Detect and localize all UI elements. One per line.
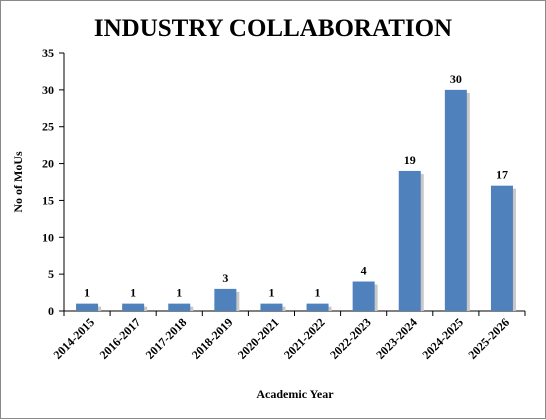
y-tick-label: 30: [42, 83, 54, 97]
y-tick-label: 35: [42, 46, 54, 60]
data-label: 4: [361, 264, 367, 278]
y-tick-label: 10: [42, 230, 54, 244]
bar: [122, 303, 145, 311]
y-tick-label: 25: [42, 120, 54, 134]
x-tick-label: 2014-2015: [51, 315, 98, 362]
data-label: 19: [404, 153, 416, 167]
data-label: 17: [496, 168, 508, 182]
y-tick-label: 0: [48, 304, 54, 318]
bar: [490, 185, 513, 311]
data-label: 1: [315, 286, 321, 300]
chart-title: INDUSTRY COLLABORATION: [94, 15, 452, 42]
bar: [260, 303, 283, 311]
bar: [76, 303, 99, 311]
data-label: 3: [222, 271, 228, 285]
y-tick-label: 5: [48, 267, 54, 281]
bar: [306, 303, 329, 311]
data-label: 1: [84, 286, 90, 300]
plot-area: 0 5 10 15 20 25 30 35 1 2014-2015 1 2016-2017 1 2017-…: [42, 46, 526, 362]
data-label: 1: [176, 286, 182, 300]
y-tick-label: 20: [42, 157, 54, 171]
bar: [444, 89, 467, 311]
x-tick-label: 2016-2017: [97, 315, 144, 362]
bar: [352, 281, 375, 311]
x-tick-label: 2025-2026: [465, 315, 512, 362]
data-label: 1: [268, 286, 274, 300]
x-axis-label: Academic Year: [256, 387, 334, 401]
x-tick-label: 2020-2021: [235, 315, 282, 362]
y-axis-label: No of MoUs: [11, 151, 25, 213]
data-label: 30: [450, 72, 462, 86]
y-tick-label: 15: [42, 193, 54, 207]
x-tick-label: 2024-2025: [419, 315, 466, 362]
bar: [398, 170, 421, 311]
x-tick-label: 2023-2024: [373, 315, 420, 362]
x-tick-label: 2021-2022: [281, 315, 328, 362]
data-label: 1: [130, 286, 136, 300]
bar: [168, 303, 191, 311]
x-tick-label: 2018-2019: [189, 315, 236, 362]
bar: [214, 288, 237, 311]
x-tick-label: 2022-2023: [327, 315, 374, 362]
x-tick-label: 2017-2018: [143, 315, 190, 362]
